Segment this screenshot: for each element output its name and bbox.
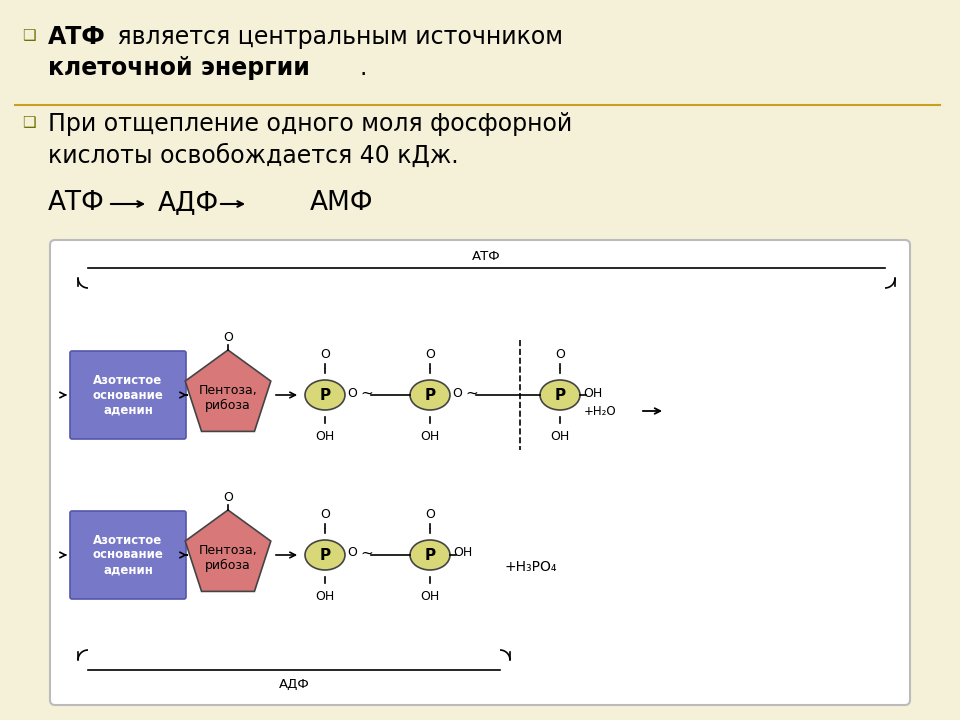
Text: Пентоза,
рибоза: Пентоза, рибоза (199, 544, 257, 572)
Text: О: О (320, 348, 330, 361)
Text: ~: ~ (360, 546, 372, 560)
Text: О: О (347, 546, 357, 559)
Text: О: О (347, 387, 357, 400)
Text: ❑: ❑ (22, 28, 36, 43)
Text: ОН: ОН (550, 430, 569, 443)
Ellipse shape (410, 540, 450, 570)
Text: АДФ: АДФ (158, 190, 219, 216)
FancyBboxPatch shape (70, 351, 186, 439)
Text: АТФ: АТФ (48, 190, 105, 216)
Text: ❑: ❑ (22, 115, 36, 130)
Text: ОН: ОН (316, 430, 335, 443)
Text: О: О (452, 387, 462, 400)
Text: ОН: ОН (420, 430, 440, 443)
Text: ОН: ОН (453, 546, 472, 559)
Text: АТФ: АТФ (48, 25, 106, 49)
Polygon shape (185, 510, 271, 591)
Text: ~: ~ (360, 385, 372, 400)
Ellipse shape (410, 380, 450, 410)
Text: ОН: ОН (583, 387, 602, 400)
Text: ОН: ОН (420, 590, 440, 603)
Text: ОН: ОН (316, 590, 335, 603)
Text: +H₃PO₄: +H₃PO₄ (505, 560, 558, 574)
Text: О: О (223, 330, 233, 343)
Text: О: О (425, 508, 435, 521)
Text: О: О (555, 348, 564, 361)
Text: кислоты освобождается 40 кДж.: кислоты освобождается 40 кДж. (48, 144, 459, 168)
Text: Р: Р (555, 387, 565, 402)
Text: О: О (425, 348, 435, 361)
Text: О: О (223, 490, 233, 503)
Ellipse shape (305, 540, 345, 570)
Text: является центральным источником: является центральным источником (110, 25, 563, 49)
Text: АТФ: АТФ (472, 250, 501, 263)
Ellipse shape (540, 380, 580, 410)
Text: ~: ~ (465, 385, 478, 400)
Text: При отщепление одного моля фосфорной: При отщепление одного моля фосфорной (48, 112, 572, 136)
Text: Р: Р (320, 547, 330, 562)
Text: +H₂O: +H₂O (584, 405, 616, 418)
Text: АДФ: АДФ (278, 678, 309, 691)
Text: Р: Р (424, 547, 436, 562)
Text: Р: Р (424, 387, 436, 402)
Text: Пентоза,
рибоза: Пентоза, рибоза (199, 384, 257, 412)
Text: О: О (320, 508, 330, 521)
Polygon shape (185, 350, 271, 431)
Text: Р: Р (320, 387, 330, 402)
Text: АМФ: АМФ (310, 190, 373, 216)
Ellipse shape (305, 380, 345, 410)
Text: клеточной энергии: клеточной энергии (48, 56, 310, 80)
Text: Азотистое
основание
аденин: Азотистое основание аденин (92, 374, 163, 416)
Text: .: . (360, 56, 368, 80)
FancyBboxPatch shape (50, 240, 910, 705)
FancyBboxPatch shape (70, 511, 186, 599)
Text: Азотистое
основание
аденин: Азотистое основание аденин (92, 534, 163, 577)
